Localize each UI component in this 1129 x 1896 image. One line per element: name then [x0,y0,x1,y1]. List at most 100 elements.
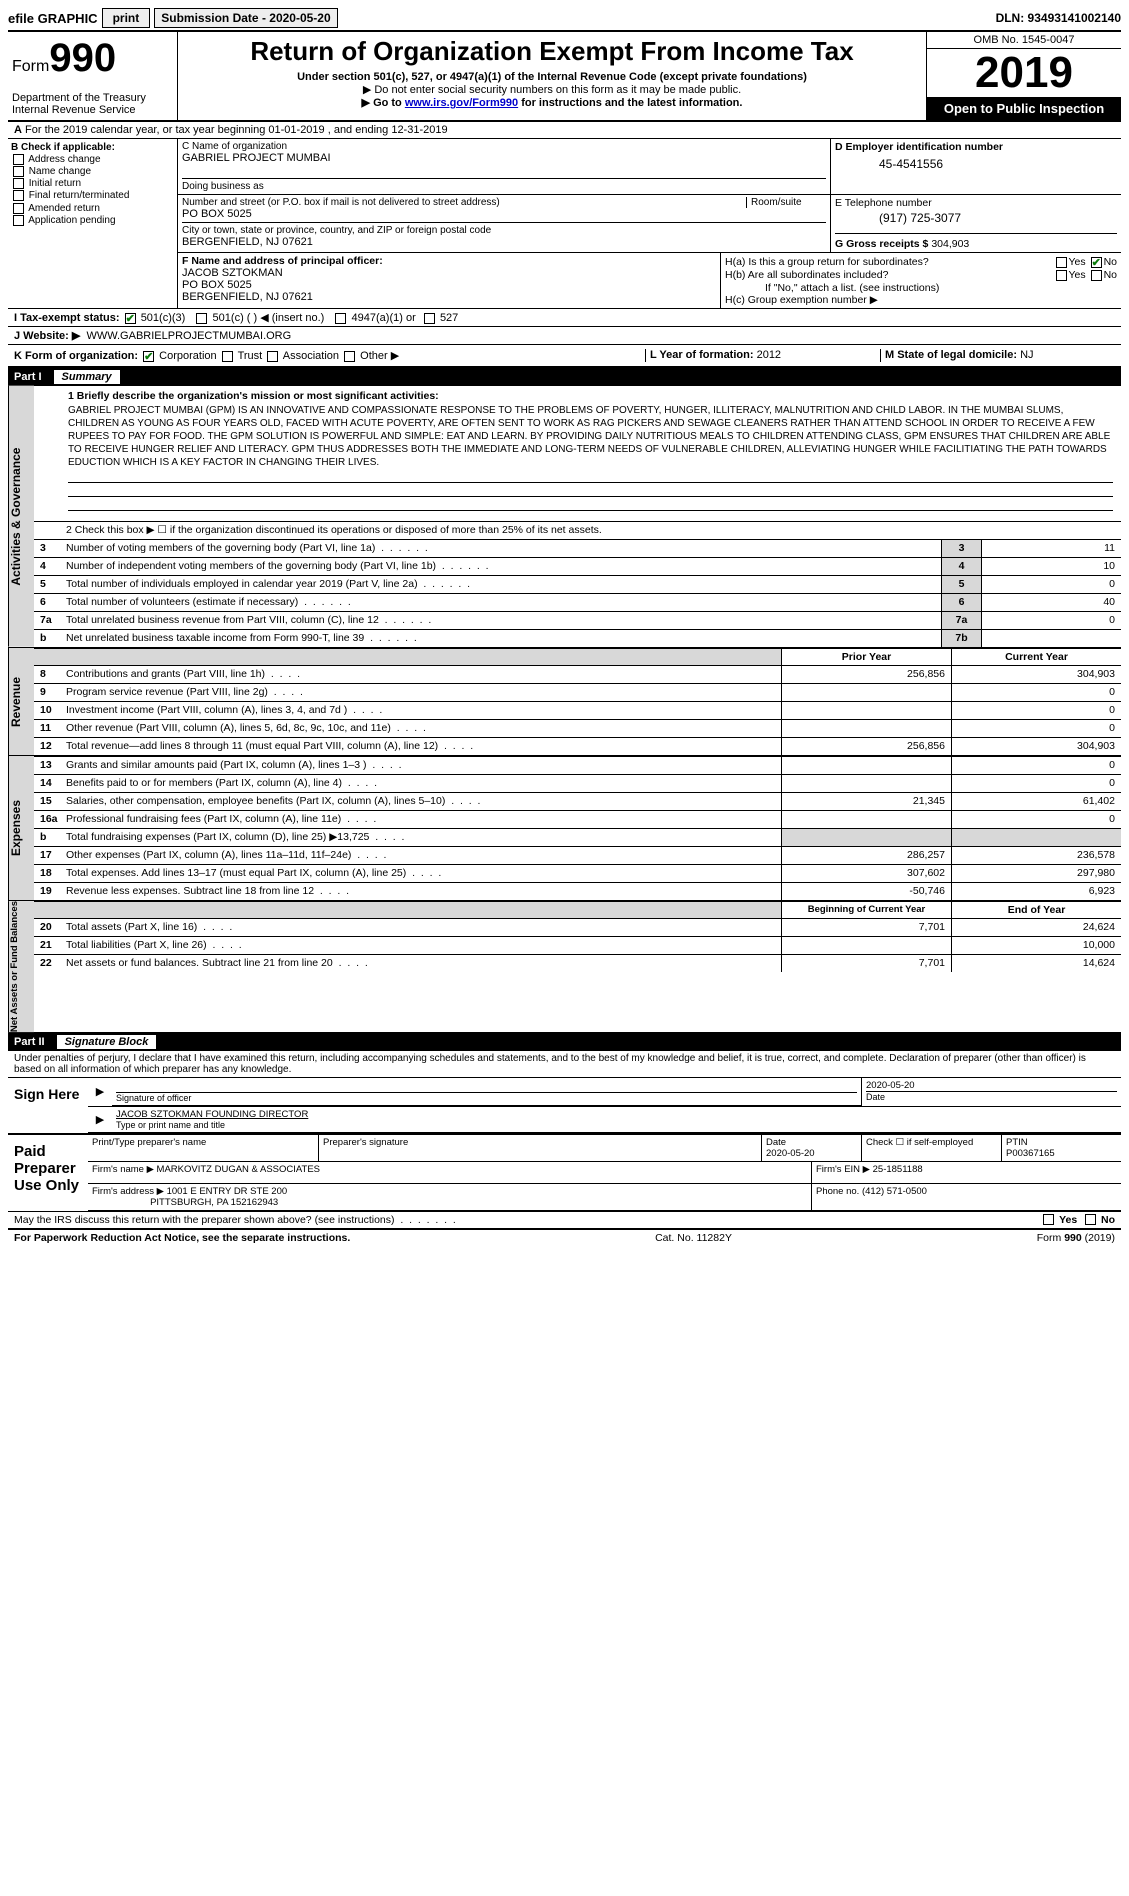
page-title: Return of Organization Exempt From Incom… [182,36,922,67]
efile-bar: efile GRAPHIC print Submission Date - 20… [8,8,1121,32]
exp-line-17: 17Other expenses (Part IX, column (A), l… [34,846,1121,864]
chk-4947[interactable] [335,313,346,324]
dln-label: DLN: 93493141002140 [996,11,1121,25]
governance-section: Activities & Governance 1 Briefly descri… [8,386,1121,648]
sig-officer-label: Signature of officer [116,1092,857,1103]
discuss-row: May the IRS discuss this return with the… [8,1211,1121,1228]
exp-line-b: bTotal fundraising expenses (Part IX, co… [34,828,1121,846]
chk-assoc[interactable] [267,351,278,362]
mission-block: 1 Briefly describe the organization's mi… [34,386,1121,521]
firm-name-value: MARKOVITZ DUGAN & ASSOCIATES [157,1164,320,1175]
gov-line-5: 5Total number of individuals employed in… [34,575,1121,593]
firm-addr2: PITTSBURGH, PA 152162943 [150,1197,278,1208]
sign-here-block: Sign Here ▶ Signature of officer 2020-05… [8,1077,1121,1133]
expenses-sidelabel: Expenses [8,756,34,900]
rev-line-9: 9Program service revenue (Part VIII, lin… [34,683,1121,701]
part1-title: Summary [54,370,120,384]
type-name-label: Type or print name and title [116,1120,1117,1130]
gov-line-6: 6Total number of volunteers (estimate if… [34,593,1121,611]
discuss-no[interactable] [1085,1214,1096,1225]
sig-date-label: Date [866,1091,1117,1102]
period-text: For the 2019 calendar year, or tax year … [25,124,448,136]
governance-sidelabel: Activities & Governance [8,386,34,647]
chk-app-pending[interactable]: Application pending [11,215,174,226]
part1-num: Part I [14,371,50,383]
h-b-yes[interactable] [1056,270,1067,281]
na-line-20: 20Total assets (Part X, line 16) . . . .… [34,918,1121,936]
chk-name-change[interactable]: Name change [11,166,174,177]
submission-date-label: Submission Date - 2020-05-20 [154,8,337,28]
chk-corp[interactable] [143,351,154,362]
sub3-pre: ▶ Go to [362,97,405,109]
revenue-header-row: Prior Year Current Year [34,648,1121,665]
exp-line-15: 15Salaries, other compensation, employee… [34,792,1121,810]
footer-left: For Paperwork Reduction Act Notice, see … [14,1232,350,1244]
chk-initial-return[interactable]: Initial return [11,178,174,189]
ein-value: 45-4541556 [835,153,1117,171]
sig-date-value: 2020-05-20 [866,1080,1117,1091]
dba-label: Doing business as [182,178,826,192]
discuss-yes[interactable] [1043,1214,1054,1225]
officer-name: JACOB SZTOKMAN [182,267,716,279]
irs-link[interactable]: www.irs.gov/Form990 [405,97,518,109]
chk-address-change[interactable]: Address change [11,154,174,165]
chk-other[interactable] [344,351,355,362]
org-name: GABRIEL PROJECT MUMBAI [182,152,826,164]
gross-receipts-value: 304,903 [931,238,969,250]
section-e: E Telephone number (917) 725-3077 G Gros… [831,195,1121,252]
chk-501c3[interactable] [125,313,136,324]
mission-text: GABRIEL PROJECT MUMBAI (GPM) IS AN INNOV… [68,404,1113,469]
h-b-no[interactable] [1091,270,1102,281]
phone-value: (917) 725-3077 [835,209,1117,225]
na-line-21: 21Total liabilities (Part X, line 26) . … [34,936,1121,954]
sub3-post: for instructions and the latest informat… [518,97,742,109]
expenses-section: Expenses 13Grants and similar amounts pa… [8,756,1121,901]
chk-amended-return[interactable]: Amended return [11,203,174,214]
hdr-prior-year: Prior Year [781,649,951,665]
form-990-num: 990 [49,36,116,80]
subtitle-2: ▶ Do not enter social security numbers o… [182,83,922,96]
officer-label: F Name and address of principal officer: [182,255,383,267]
h-a-no[interactable] [1091,257,1102,268]
tax-period: A For the 2019 calendar year, or tax yea… [8,122,1121,139]
paid-preparer-label: Paid Preparer Use Only [8,1135,88,1211]
room-label: Room/suite [746,197,826,208]
self-employed-check[interactable]: Check ☐ if self-employed [861,1135,1001,1161]
section-c-name: C Name of organization GABRIEL PROJECT M… [178,139,831,194]
section-b: B Check if applicable: Address change Na… [8,139,178,308]
print-button[interactable]: print [102,8,151,28]
page-footer: For Paperwork Reduction Act Notice, see … [8,1228,1121,1246]
section-klm: K Form of organization: Corporation Trus… [8,345,1121,368]
gov-line-3: 3Number of voting members of the governi… [34,539,1121,557]
section-d: D Employer identification number 45-4541… [831,139,1121,194]
inspection-label: Open to Public Inspection [927,97,1121,120]
exp-line-13: 13Grants and similar amounts paid (Part … [34,756,1121,774]
chk-final-return[interactable]: Final return/terminated [11,190,174,201]
gov-line-7a: 7aTotal unrelated business revenue from … [34,611,1121,629]
ein-label: D Employer identification number [835,141,1117,153]
paid-preparer-block: Paid Preparer Use Only Print/Type prepar… [8,1133,1121,1211]
firm-phone-value: (412) 571-0500 [862,1186,927,1197]
h-a-yes[interactable] [1056,257,1067,268]
chk-trust[interactable] [222,351,233,362]
section-b-label: B Check if applicable: [11,142,115,153]
h-b-note: If "No," attach a list. (see instruction… [725,282,1117,294]
rev-line-12: 12Total revenue—add lines 8 through 11 (… [34,737,1121,755]
part2-title: Signature Block [57,1035,157,1049]
netassets-section: Net Assets or Fund Balances Beginning of… [8,901,1121,1033]
discuss-label: May the IRS discuss this return with the… [14,1214,395,1226]
chk-501c[interactable] [196,313,207,324]
hdr-end-year: End of Year [951,902,1121,918]
part2-num: Part II [14,1036,53,1048]
org-name-label: C Name of organization [182,141,826,152]
year-formation-label: L Year of formation: [650,349,754,361]
part-1-header: Part I Summary [8,368,1121,386]
firm-name-label: Firm's name ▶ [92,1164,154,1175]
omb-number: OMB No. 1545-0047 [927,32,1121,49]
chk-527[interactable] [424,313,435,324]
arrow-icon: ▶ [88,1078,112,1106]
domicile-value: NJ [1020,349,1033,361]
firm-phone-label: Phone no. [816,1186,859,1197]
firm-ein-label: Firm's EIN ▶ [816,1164,870,1175]
entity-block: B Check if applicable: Address change Na… [8,139,1121,309]
